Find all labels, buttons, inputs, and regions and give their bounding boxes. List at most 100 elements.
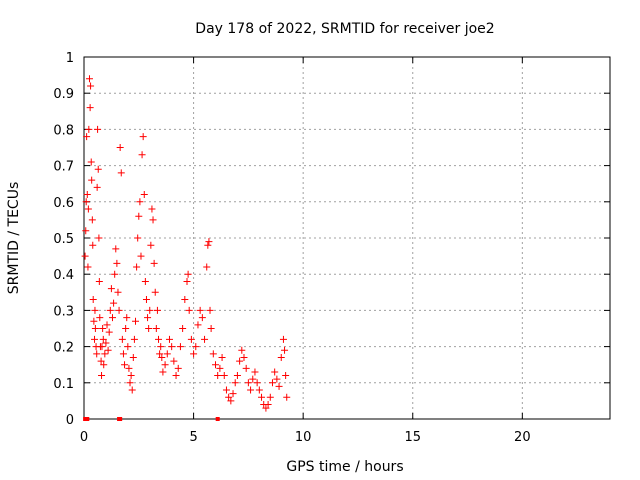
data-point [281,346,289,354]
y-tick-label: 0.5 [53,232,74,247]
data-point [104,346,112,354]
x-tick-label: 0 [80,430,88,445]
data-point [90,317,98,325]
data-point [253,379,261,387]
data-point [225,393,233,401]
data-point [122,325,130,332]
data-point [155,335,163,343]
data-point [83,191,91,199]
data-point [163,350,171,358]
y-tick-label: 0.4 [53,268,74,283]
data-point [129,353,137,361]
data-point [157,343,165,351]
data-point [236,357,244,365]
data-point [183,277,191,285]
data-point [110,299,118,307]
data-point [242,364,250,372]
data-point [91,325,99,332]
data-point [84,263,92,271]
data-point [125,364,133,372]
data-point [174,364,182,372]
data-point [86,104,94,112]
data-point [111,270,119,278]
data-point [89,296,97,304]
data-point [135,212,143,220]
data-point [98,343,106,351]
data-point [277,353,285,361]
data-point [165,335,173,343]
data-point [134,234,142,242]
data-point [105,328,113,336]
baseline-marker [85,417,90,421]
data-point [124,343,132,351]
y-tick-label: 0.2 [53,341,74,356]
data-point [194,321,202,329]
data-point [255,386,263,394]
baseline-marker [83,417,88,421]
data-point [87,82,95,90]
data-point [247,386,255,394]
data-point [132,317,140,325]
data-point [127,372,135,380]
data-point [201,335,209,343]
data-point [153,306,161,314]
data-point [149,216,157,224]
data-point [138,151,146,159]
baseline-marker [118,417,123,421]
data-point [97,357,105,365]
data-point [94,125,102,133]
data-point [95,277,103,285]
data-point [147,241,155,249]
y-tick-label: 0.7 [53,160,74,175]
data-point [140,191,148,199]
chart-title: Day 178 of 2022, SRMTID for receiver joe… [195,21,494,37]
grid-lines [84,57,610,419]
data-point [102,339,110,347]
data-point [115,306,123,314]
x-tick-label: 20 [514,430,531,445]
data-point [262,404,270,412]
data-point [84,205,92,213]
data-point [196,306,204,314]
data-point [159,368,167,376]
data-point [207,325,215,332]
data-point [251,368,259,376]
data-point [271,368,279,376]
data-point [139,133,147,141]
data-point [168,343,176,351]
data-point [148,205,156,213]
data-point [231,379,239,387]
x-tick-label: 5 [189,430,197,445]
data-point [176,343,184,351]
data-point [216,364,224,372]
data-point [116,144,124,151]
data-point [85,125,93,133]
data-point [209,350,217,358]
data-point [214,372,222,380]
data-point [161,361,169,369]
data-point [156,350,164,358]
data-point [137,252,145,260]
y-tick-label: 1 [66,51,74,66]
data-point [96,314,104,322]
data-point [150,259,158,267]
data-point [118,335,126,343]
data-point [103,321,111,329]
data-point [282,372,290,380]
data-point [126,379,134,387]
data-point [133,263,141,271]
data-point [83,133,91,141]
data-point [249,375,257,383]
data-point [152,325,160,332]
data-point [91,335,99,343]
data-point [240,353,248,361]
data-point [218,353,226,361]
y-tick-label: 0.8 [53,123,74,138]
data-point [190,350,198,358]
data-point [89,241,97,249]
data-point [205,238,213,246]
data-point [88,176,96,184]
data-point [181,296,189,304]
data-point [179,325,187,332]
data-point [268,379,276,387]
